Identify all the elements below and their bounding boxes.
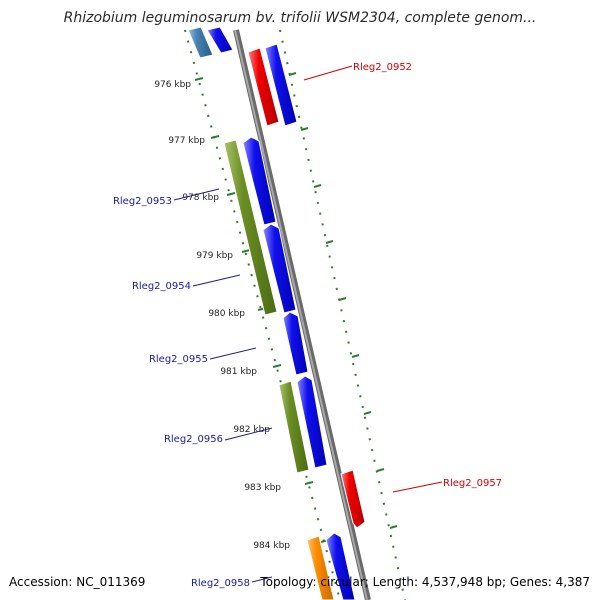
kbp-label-983: 983 kbp (244, 483, 281, 493)
cds-blue-top (206, 26, 234, 54)
kbp-label-976: 976 kbp (154, 80, 191, 90)
kbp-tick-978 (226, 192, 236, 196)
leader-rleg2-0955 (209, 347, 257, 360)
cds-rleg2-0953-blue (242, 136, 277, 226)
gene-label-rleg2-0957[interactable]: Rleg2_0957 (443, 478, 502, 489)
leader-rleg2-0954 (192, 274, 241, 287)
kbp-label-978: 978 kbp (182, 193, 219, 203)
cds-rleg2-0958-orange (306, 535, 335, 600)
map-title: Rhizobium leguminosarum bv. trifolii WSM… (63, 10, 537, 26)
cds-rleg2-0956-green (278, 380, 310, 474)
kbp-tick-983 (304, 481, 314, 485)
outer-ticks (288, 72, 398, 529)
leader-rleg2-0952 (303, 65, 353, 81)
kbp-labels: 976 kbp 977 kbp 978 kbp 979 kbp 980 kbp … (154, 80, 290, 551)
kbp-label-977: 977 kbp (168, 136, 205, 146)
gene-labels: Rleg2_0952 Rleg2_0953 Rleg2_0954 Rleg2_0… (113, 62, 502, 589)
cds-rleg2-0953-green (223, 139, 278, 316)
cds-rleg2-0954-blue (262, 223, 297, 314)
cds-rleg2-0955-blue (282, 311, 309, 376)
kbp-label-980: 980 kbp (208, 309, 245, 319)
gene-label-rleg2-0954[interactable]: Rleg2_0954 (132, 281, 191, 292)
kbp-tick-981 (272, 364, 282, 368)
leader-rleg2-0953 (173, 188, 220, 201)
kbp-tick-979 (241, 249, 251, 253)
leader-rleg2-0956 (224, 427, 273, 441)
gene-label-rleg2-0956[interactable]: Rleg2_0956 (164, 434, 223, 445)
cds-rleg2-0957-red (340, 469, 366, 529)
genome-backbone (233, 29, 371, 600)
cds-rleg2-0952-blue (264, 43, 298, 127)
cds-steel-top (187, 26, 214, 59)
kbp-label-982: 982 kbp (233, 425, 270, 435)
cds-features (187, 26, 366, 600)
cds-rleg2-0952-red (247, 47, 280, 127)
kbp-tick-977 (210, 135, 220, 139)
leader-rleg2-0958 (251, 576, 273, 583)
gene-label-rleg2-0952[interactable]: Rleg2_0952 (353, 62, 412, 73)
accession-text: Accession: NC_011369 (9, 575, 146, 589)
gene-leader-lines (173, 65, 443, 583)
gene-label-rleg2-0958[interactable]: Rleg2_0958 (191, 578, 250, 589)
outer-dotted-guide (279, 29, 406, 600)
kbp-label-984: 984 kbp (253, 541, 290, 551)
cds-rleg2-0956-blue (296, 375, 328, 469)
kbp-tick-976 (194, 77, 204, 81)
cds-rleg2-0958-blue (325, 532, 356, 600)
gene-label-rleg2-0955[interactable]: Rleg2_0955 (149, 354, 208, 365)
gene-label-rleg2-0953[interactable]: Rleg2_0953 (113, 196, 172, 207)
kbp-label-979: 979 kbp (196, 251, 233, 261)
kbp-label-981: 981 kbp (220, 367, 257, 377)
leader-rleg2-0957 (392, 481, 443, 493)
genome-summary-text: Topology: circular; Length: 4,537,948 bp… (260, 575, 590, 589)
